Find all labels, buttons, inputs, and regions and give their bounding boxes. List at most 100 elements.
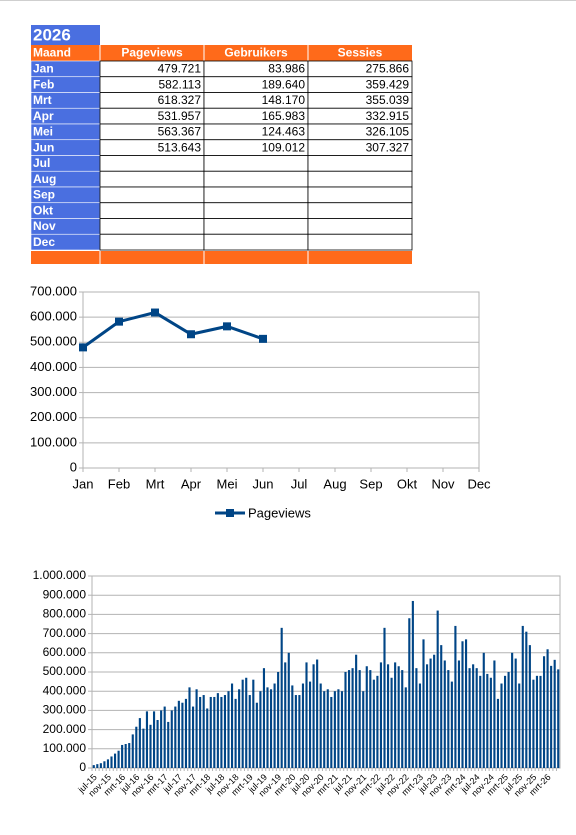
bar: [550, 665, 553, 768]
data-cell: [203, 186, 309, 204]
bar: [557, 669, 560, 768]
data-cell: [307, 186, 413, 204]
data-cell: [307, 202, 413, 219]
bar: [287, 652, 290, 768]
legend-marker: [226, 509, 234, 517]
bar: [188, 687, 191, 768]
y-tick-label: 600.000: [30, 309, 77, 324]
y-tick-label: 1.000.000: [33, 568, 87, 582]
table-value: 513.643: [158, 140, 202, 154]
header-cell: Maand: [33, 46, 71, 60]
bar: [273, 683, 276, 768]
table-value: 83.986: [268, 62, 305, 76]
bar: [124, 744, 127, 768]
bar: [96, 764, 99, 768]
x-tick-label: Mei: [217, 476, 238, 491]
table-value: 189.640: [262, 77, 306, 91]
bar: [415, 668, 418, 768]
bar: [149, 724, 152, 768]
table-value: 165.983: [262, 109, 306, 123]
table-value: 355.039: [366, 93, 410, 107]
y-tick-label: 100.000: [43, 741, 87, 755]
bar: [99, 763, 102, 768]
bar: [163, 706, 166, 768]
bar: [227, 691, 230, 768]
bar: [511, 652, 514, 768]
bar: [521, 625, 524, 768]
bar: [479, 675, 482, 768]
x-tick-label: Feb: [108, 476, 130, 491]
bar: [447, 670, 450, 768]
bar: [170, 710, 173, 768]
month-label: Dec: [33, 235, 55, 249]
bar: [152, 711, 156, 768]
bar: [92, 765, 95, 768]
bar: [216, 693, 219, 768]
bar: [223, 695, 227, 768]
x-tick-label: Jan: [73, 476, 94, 491]
month-label: Sep: [33, 188, 55, 202]
bar: [379, 662, 383, 768]
bar: [330, 696, 333, 768]
bar: [482, 652, 485, 768]
data-cell: [203, 218, 309, 235]
bar: [525, 631, 528, 768]
bar: [269, 689, 273, 768]
x-tick-label: Mrt: [146, 476, 165, 491]
bar: [468, 668, 471, 768]
bar: [259, 691, 262, 768]
bar: [539, 675, 542, 768]
data-cell: [99, 233, 205, 251]
bar: [454, 625, 457, 768]
bar: [496, 698, 500, 768]
bar: [128, 743, 131, 768]
bar: [337, 689, 340, 768]
bar: [326, 689, 329, 768]
month-label: Mei: [33, 125, 53, 139]
bar: [255, 702, 258, 768]
bar: [344, 672, 347, 768]
x-tick-label: Aug: [323, 476, 346, 491]
month-label: Apr: [33, 109, 54, 123]
bar: [340, 691, 344, 768]
bar: [440, 645, 443, 768]
table-value: 124.463: [262, 125, 306, 139]
data-cell: [99, 218, 205, 235]
bar: [291, 685, 294, 768]
bar: [355, 654, 358, 768]
y-tick-label: 600.000: [43, 645, 87, 659]
y-tick-label: 700.000: [30, 283, 77, 298]
bar: [457, 660, 461, 768]
bar: [245, 677, 248, 768]
table-value: 563.367: [158, 125, 202, 139]
y-tick-label: 500.000: [43, 664, 87, 678]
data-cell: [307, 155, 413, 172]
bar: [507, 672, 510, 768]
data-cell: [307, 233, 413, 251]
y-tick-label: 200.000: [30, 409, 77, 424]
bar: [195, 689, 198, 768]
month-label: Jan: [33, 62, 54, 76]
bar: [429, 658, 432, 768]
bar: [535, 675, 539, 768]
bar: [280, 627, 283, 768]
bar: [202, 695, 205, 768]
bar: [234, 698, 237, 768]
bar: [294, 695, 297, 768]
bar: [308, 681, 312, 768]
bar: [333, 691, 336, 768]
y-tick-label: 0: [70, 459, 77, 474]
month-label: Okt: [33, 203, 53, 217]
y-tick-label: 500.000: [30, 334, 77, 349]
bar: [425, 664, 429, 768]
bar: [103, 761, 106, 768]
x-tick-label: Nov: [431, 476, 455, 491]
x-tick-label: Dec: [467, 476, 491, 491]
x-tick-label: Jul: [291, 476, 308, 491]
bar: [209, 696, 212, 768]
data-cell: [99, 170, 205, 188]
bar: [365, 666, 368, 768]
point-marker: [79, 343, 87, 352]
bar: [351, 668, 354, 768]
y-tick-label: 300.000: [30, 384, 77, 399]
